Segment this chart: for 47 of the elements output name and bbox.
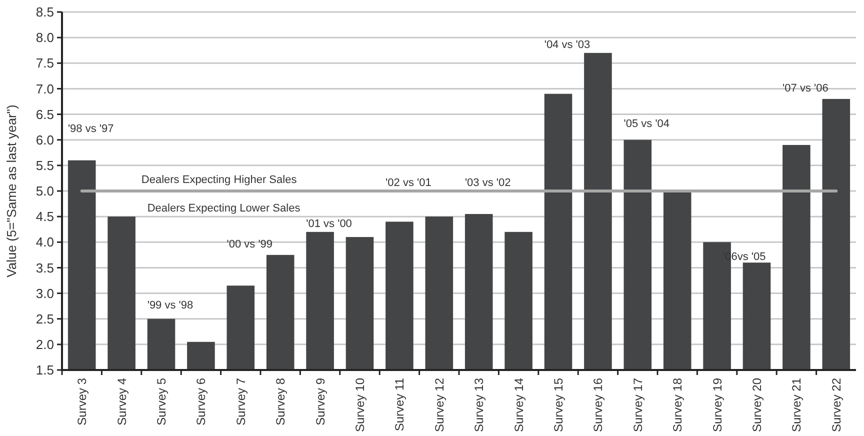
x-tick-label: Survey 15 [551,378,566,432]
annotation: '98 vs '97 [68,123,114,136]
annotation: '99 vs '98 [147,300,194,312]
x-tick-label: Survey 10 [352,378,367,432]
x-tick-label: Survey 3 [75,378,90,426]
x-tick-label: Survey 17 [630,378,645,432]
x-tick-label: Survey 12 [432,378,446,432]
y-tick-label: 7.0 [36,81,54,96]
x-tick-label: Survey 8 [274,378,288,426]
y-tick-label: 2.0 [36,336,54,352]
x-tick-label: Survey 20 [750,378,764,432]
annotation: '02 vs '01 [386,176,432,189]
x-tick-label: Survey 9 [313,378,328,426]
annotation: Dealers Expecting Lower Sales [147,202,301,214]
x-tick-label: Survey 7 [234,378,248,426]
y-tick-label: 8.5 [36,4,54,20]
x-tick-label: Survey 14 [512,378,526,432]
x-tick-label: Survey 16 [591,378,606,432]
y-tick-label: 3.0 [36,286,54,301]
x-tick-label: Survey 19 [710,378,724,432]
y-tick-label: 4.0 [36,234,54,250]
y-tick-label: 7.5 [36,56,54,71]
annotation: '05 vs '04 [624,118,670,130]
x-tick-label: Survey 22 [829,378,844,432]
y-tick-label: 5.5 [36,158,54,173]
y-axis-title: Value (5="Same as last year") [4,104,19,278]
x-tick-label: Survey 5 [154,378,168,426]
y-tick-label: 4.5 [36,209,54,224]
ref-line-label: Dealers Expecting Higher Sales [141,174,298,186]
y-tick-label: 5.0 [36,184,54,199]
x-tick-label: Survey 4 [114,378,129,426]
annotation: '00 vs '99 [226,238,273,250]
x-tick-label: Survey 18 [670,378,685,432]
x-tick-label: Survey 6 [194,378,208,426]
annotation: '03 vs '02 [464,176,511,189]
annotation: '07 vs '06 [782,82,828,94]
y-tick-label: 1.5 [36,362,54,378]
y-tick-label: 3.5 [36,260,54,276]
annotation: '01 vs '00 [306,218,352,230]
y-tick-label: 2.5 [36,311,54,326]
y-tick-label: 6.5 [36,106,54,122]
x-tick-label: Survey 11 [392,378,407,432]
y-tick-label: 8.0 [36,30,54,46]
x-tick-label: Survey 21 [790,378,804,432]
x-tick-label: Survey 13 [472,378,486,432]
annotation: '04 vs '03 [544,38,590,51]
y-tick-label: 6.0 [36,132,54,148]
